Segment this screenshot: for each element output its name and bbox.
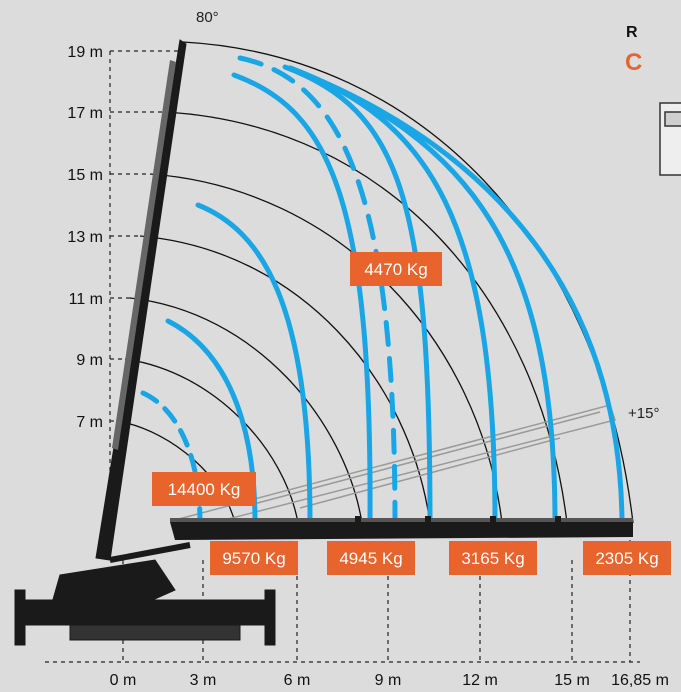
boom-section-marker [555,516,561,524]
y-axis-label: 9 m [76,352,103,369]
crane-luffing-cylinder [109,542,191,563]
load-label-9570: 9570 Kg [210,541,298,575]
load-label-text: 14400 Kg [168,480,241,499]
load-label-box [583,541,671,575]
load-curve [287,65,625,525]
load-label-box [210,541,298,575]
raised-boom-inner [112,60,176,450]
y-axis-label: 11 m [69,291,103,308]
boom-section-marker [490,516,496,524]
lowered-boom-inner [249,411,601,506]
angle-label-max: 80° [196,9,219,26]
crane-tracks [69,624,241,641]
x-axis-label: 9 m [375,672,402,689]
y-axis-label: 19 m [67,44,103,61]
load-curve [195,202,313,525]
crane-chassis [24,599,276,626]
y-axis-label: 17 m [67,105,103,122]
corner-code-fragment: C [625,49,642,76]
corner-letter: R [626,24,638,41]
y-axis-labels: 19 m 17 m 15 m 13 m 11 m 9 m 7 m [67,44,103,431]
crane-outrigger-left [14,589,26,646]
load-label-box [152,472,256,506]
load-label-4470: 4470 Kg [350,252,442,286]
load-curves [140,55,625,525]
load-label-3165: 3165 Kg [449,541,537,575]
load-label-text: 4945 Kg [339,549,402,568]
radius-arc [129,297,363,524]
x-axis-label: 15 m [554,672,590,689]
load-label-box [327,541,415,575]
crane-vehicle [14,39,276,646]
horizontal-boom [170,516,633,540]
boom-section-marker [425,516,431,524]
crane-outrigger-right [264,589,276,646]
load-curve-dashed-short [140,390,203,525]
load-label-text: 4470 Kg [364,260,427,279]
x-axis-label: 12 m [462,672,498,689]
load-label-box [350,252,442,286]
boom-section-marker [355,516,361,524]
x-axis-labels: 0 m 3 m 6 m 9 m 12 m 15 m 16,85 m [110,672,669,689]
x-axis-label: 3 m [190,672,217,689]
load-labels: 4470 Kg 14400 Kg 9570 Kg 4945 Kg 3165 Kg… [152,252,671,575]
x-axis-label: 6 m [284,672,311,689]
load-label-text: 3165 Kg [461,549,524,568]
horizontal-boom-top [170,518,633,522]
y-axis-label: 13 m [67,229,103,246]
load-label-4945: 4945 Kg [327,541,415,575]
x-axis-label: 0 m [110,672,137,689]
angle-label-min: +15° [628,405,659,422]
y-axis-label: 7 m [76,414,103,431]
load-curve [282,64,433,525]
load-label-14400: 14400 Kg [152,472,256,506]
load-label-text: 2305 Kg [595,549,658,568]
load-curve [231,72,373,525]
load-label-box [449,541,537,575]
radius-arc [139,235,431,524]
load-label-2305: 2305 Kg [583,541,671,575]
control-unit-icon [659,102,681,176]
load-curve-dashed-long [237,55,398,525]
radius-arc [164,111,568,524]
load-label-text: 9570 Kg [222,549,285,568]
x-axis-label: 16,85 m [611,672,669,689]
control-unit-icon-screen [664,111,681,127]
y-axis-label: 15 m [67,167,103,184]
horizontal-boom-body [170,522,633,540]
